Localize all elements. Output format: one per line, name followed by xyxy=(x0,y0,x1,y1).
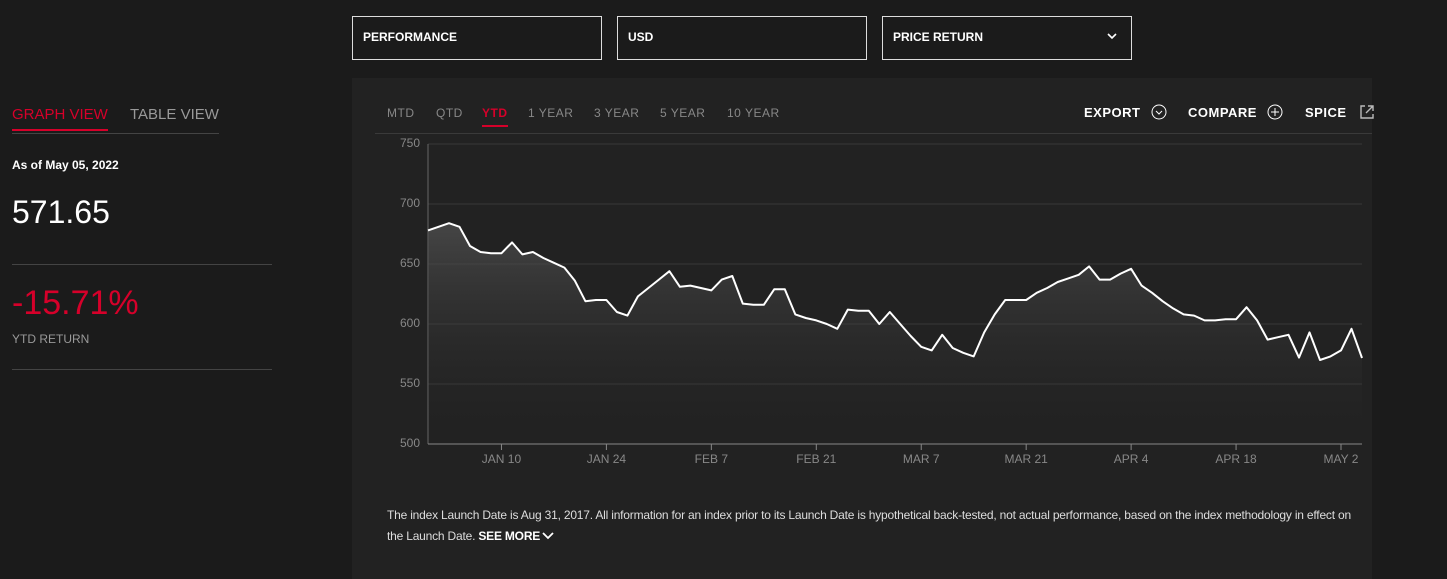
chevron xyxy=(542,532,554,540)
export-label: EXPORT xyxy=(1084,105,1141,120)
x-tick-label: JAN 24 xyxy=(587,452,627,466)
compare-label: COMPARE xyxy=(1188,105,1257,120)
x-tick-label: MAR 7 xyxy=(903,452,940,466)
period-tab[interactable]: MTD xyxy=(387,106,415,120)
graph-tab[interactable]: GRAPH VIEW xyxy=(12,106,108,131)
ytd-label: YTD RETURN xyxy=(12,332,90,346)
y-tick-label: 500 xyxy=(400,436,420,450)
x-tick-label: JAN 10 xyxy=(482,452,522,466)
period-tab[interactable]: 3 YEAR xyxy=(594,106,640,120)
x-tick-label: MAY 2 xyxy=(1324,452,1359,466)
y-tick-label: 750 xyxy=(400,136,420,150)
see-more-label: SEE MORE xyxy=(478,529,541,543)
chevron xyxy=(1107,33,1117,40)
disclaimer: The index Launch Date is Aug 31, 2017. A… xyxy=(387,505,1362,547)
y-tick-label: 600 xyxy=(400,316,420,330)
spice-button[interactable]: SPICE xyxy=(1305,104,1375,120)
divider xyxy=(12,264,272,265)
y-tick-label: 700 xyxy=(400,196,420,210)
x-tick-label: APR 4 xyxy=(1114,452,1149,466)
area xyxy=(428,223,1362,444)
spice-label: SPICE xyxy=(1305,105,1347,120)
export-icon xyxy=(1151,104,1167,120)
compare-button[interactable]: COMPARE xyxy=(1188,104,1283,120)
period-tab[interactable]: 5 YEAR xyxy=(660,106,706,120)
table-tab[interactable]: TABLE VIEW xyxy=(130,106,219,123)
y-tick-label: 650 xyxy=(400,256,420,270)
currency-dropdown[interactable]: USD xyxy=(617,16,867,60)
return-label: PRICE RETURN xyxy=(893,30,984,44)
view-dropdown[interactable]: PERFORMANCE xyxy=(352,16,602,60)
disclaimer-text: The index Launch Date is Aug 31, 2017. A… xyxy=(387,508,1351,543)
y-tick-label: 550 xyxy=(400,376,420,390)
period-tab[interactable]: 1 YEAR xyxy=(528,106,574,120)
spice-icon xyxy=(1359,105,1374,119)
export-button[interactable]: EXPORT xyxy=(1084,104,1167,120)
tab-rule xyxy=(12,133,219,134)
x-tick-label: FEB 21 xyxy=(796,452,836,466)
see-more[interactable]: SEE MORE xyxy=(478,529,554,543)
period-tab[interactable]: YTD xyxy=(482,106,508,127)
period-tab[interactable]: 10 YEAR xyxy=(727,106,780,120)
x-tick-label: FEB 7 xyxy=(695,452,729,466)
compare-icon xyxy=(1267,104,1283,120)
period-tab[interactable]: QTD xyxy=(436,106,463,120)
divider xyxy=(12,369,272,370)
x-tick-label: APR 18 xyxy=(1215,452,1257,466)
header-rule xyxy=(375,133,1372,134)
as-of: As of May 05, 2022 xyxy=(12,158,119,172)
x-tick-label: MAR 21 xyxy=(1005,452,1049,466)
level: 571.65 xyxy=(12,194,110,230)
line xyxy=(427,222,1363,361)
ytd-return: -15.71% xyxy=(12,284,139,322)
return-dropdown[interactable]: PRICE RETURN xyxy=(882,16,1132,60)
